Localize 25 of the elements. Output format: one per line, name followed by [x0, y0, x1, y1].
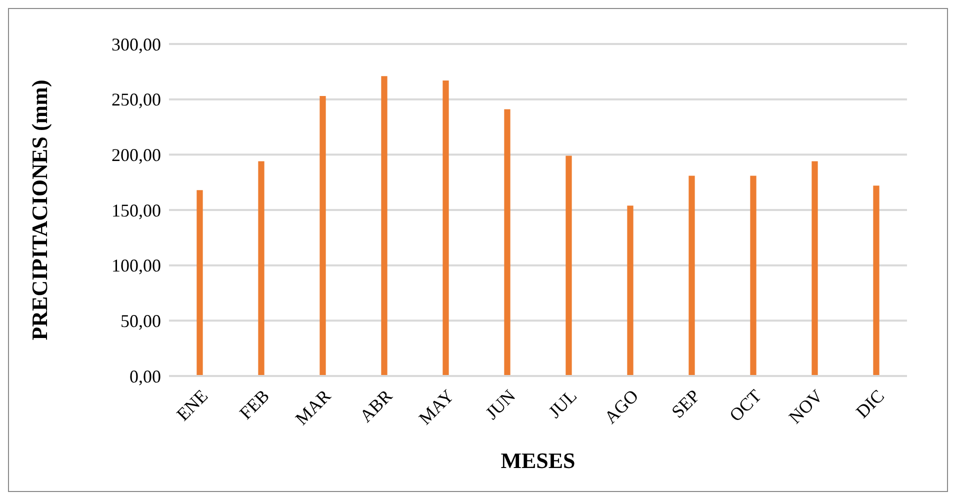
x-tick-label: SEP: [668, 386, 704, 422]
bar: [320, 96, 326, 376]
bar: [258, 161, 264, 376]
y-tick-label: 250,00: [112, 90, 161, 110]
bar: [196, 190, 203, 376]
bar: [442, 80, 449, 376]
x-tick-label: JUL: [544, 386, 581, 422]
bar: [627, 206, 634, 376]
bar: [381, 76, 388, 376]
y-tick-label: 200,00: [112, 145, 161, 166]
x-tick-label: FEB: [236, 386, 274, 424]
bar: [566, 156, 572, 376]
bar: [812, 161, 818, 376]
y-tick-label: 50,00: [120, 311, 161, 332]
y-tick-label: 0,00: [130, 366, 161, 386]
y-tick-label: 300,00: [112, 34, 161, 54]
y-tick-label: 150,00: [112, 200, 161, 220]
y-axis-title: PRECIPITACIONES (mm): [26, 80, 52, 340]
x-axis-title: MESES: [500, 448, 576, 473]
y-tick-label: 100,00: [112, 256, 161, 276]
bar: [873, 186, 880, 376]
bar: [750, 176, 756, 376]
bar: [504, 109, 510, 376]
x-tick-label: DIC: [852, 386, 888, 422]
bar: [688, 176, 695, 376]
